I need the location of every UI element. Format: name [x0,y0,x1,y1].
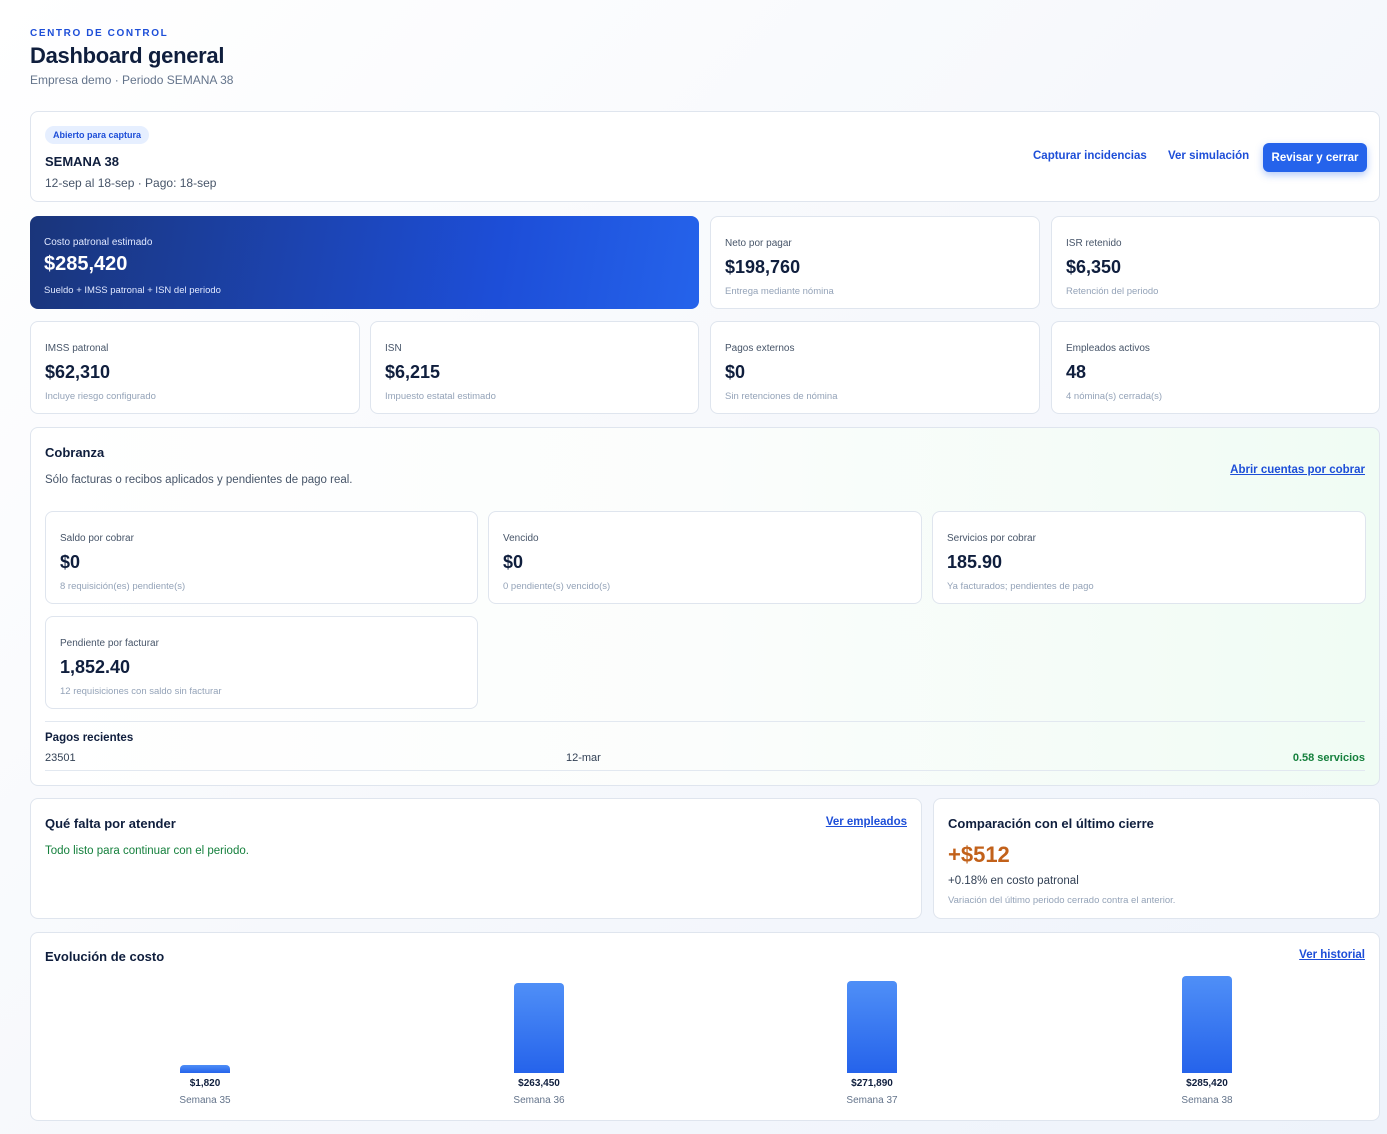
kpi-isr-retenido: ISR retenido $6,350 Retención del period… [1051,216,1380,309]
kpi-value: 185.90 [947,552,1003,572]
kpi-label: Pagos externos [725,343,795,354]
kpi-hint: 8 requisición(es) pendiente(s) [60,581,186,592]
open-receivables-link[interactable]: Abrir cuentas por cobrar [1230,464,1365,476]
capture-incidents-button[interactable]: Capturar incidencias [1033,150,1147,162]
comparison-panel: Comparación con el último cierre +$512 +… [933,798,1380,919]
kpi-costo-patronal: Costo patronal estimado $285,420 Sueldo … [30,216,699,309]
comparison-delta: +$512 [948,842,1010,867]
chart-bar [847,981,897,1073]
kpi-value: 48 [1066,362,1087,382]
kpi-label: ISR retenido [1066,238,1122,249]
chart-data-label: $271,890 [851,1078,893,1089]
kpi-label: ISN [385,343,402,354]
comparison-title: Comparación con el último cierre [948,816,1154,831]
chart-data-label: $1,820 [189,1078,221,1089]
kpi-hint: Incluye riesgo configurado [45,391,156,402]
cobranza-pendiente-card: Pendiente por facturar 1,852.40 12 requi… [45,616,478,709]
page-eyebrow: CENTRO DE CONTROL [30,28,169,39]
chart-data-label: $263,450 [518,1078,560,1089]
kpi-label: IMSS patronal [45,343,109,354]
recent-payments-title: Pagos recientes [45,732,134,744]
cost-evolution-title: Evolución de costo [45,949,165,964]
page-subtitle: Empresa demo · Periodo SEMANA 38 [30,73,234,87]
pending-panel: Qué falta por atender Ver empleados Todo… [30,798,922,919]
kpi-hint: Entrega mediante nómina [725,286,834,297]
review-close-button[interactable]: Revisar y cerrar [1263,143,1367,172]
pending-status: Todo listo para continuar con el periodo… [45,845,249,857]
period-card: Abierto para captura SEMANA 38 12-sep al… [30,111,1380,202]
kpi-hint: 0 pendiente(s) vencido(s) [503,581,611,592]
period-name: SEMANA 38 [45,154,119,169]
kpi-value: $198,760 [725,257,801,277]
cobranza-servicios-card: Servicios por cobrar 185.90 Ya facturado… [932,511,1366,604]
kpi-hint: 4 nómina(s) cerrada(s) [1066,391,1163,402]
kpi-value: $0 [503,552,524,572]
kpi-value: $6,215 [385,362,441,382]
kpi-hint: Retención del periodo [1066,286,1159,297]
kpi-label: Saldo por cobrar [60,533,134,544]
kpi-neto-por-pagar: Neto por pagar $198,760 Entrega mediante… [710,216,1040,309]
kpi-hint: Ya facturados; pendientes de pago [947,581,1094,592]
view-history-link[interactable]: Ver historial [1299,949,1365,961]
divider [45,721,1365,722]
kpi-isn: ISN $6,215 Impuesto estatal estimado [370,321,699,414]
page-title: Dashboard general [30,43,225,68]
chart-category-label: Semana 35 [179,1095,231,1106]
kpi-label: Neto por pagar [725,238,792,249]
kpi-label: Vencido [503,533,539,544]
cobranza-description: Sólo facturas o recibos aplicados y pend… [45,474,353,486]
cobranza-saldo-card: Saldo por cobrar $0 8 requisición(es) pe… [45,511,478,604]
chart-bar [180,1065,230,1073]
comparison-percent: +0.18% en costo patronal [948,875,1079,887]
cobranza-vencido-card: Vencido $0 0 pendiente(s) vencido(s) [488,511,922,604]
kpi-hint: Impuesto estatal estimado [385,391,496,402]
period-range: 12-sep al 18-sep · Pago: 18-sep [45,176,217,190]
kpi-label: Servicios por cobrar [947,533,1036,544]
chart-category-label: Semana 36 [513,1095,565,1106]
cobranza-title: Cobranza [45,445,105,460]
kpi-value: $285,420 [44,253,128,275]
status-badge: Abierto para captura [45,126,150,144]
kpi-hint: 12 requisiciones con saldo sin facturar [60,686,222,697]
cost-evolution-panel: Evolución de costo Ver historial $1,820 S… [30,932,1380,1121]
divider [45,770,1365,771]
chart-bar [1182,976,1232,1073]
view-employees-link[interactable]: Ver empleados [825,816,907,828]
kpi-imss-patronal: IMSS patronal $62,310 Incluye riesgo con… [30,321,360,414]
pending-title: Qué falta por atender [45,816,176,831]
kpi-value: $0 [725,362,746,382]
chart-bar [514,983,564,1073]
view-simulation-button[interactable]: Ver simulación [1168,150,1250,162]
comparison-note: Variación del último periodo cerrado con… [948,895,1176,906]
kpi-value: $6,350 [1066,257,1122,277]
kpi-label: Empleados activos [1066,343,1150,354]
kpi-empleados-activos: Empleados activos 48 4 nómina(s) cerrada… [1051,321,1380,414]
kpi-pagos-externos: Pagos externos $0 Sin retenciones de nóm… [710,321,1040,414]
kpi-label: Pendiente por facturar [60,638,159,649]
kpi-hint: Sueldo + IMSS patronal + ISN del periodo [44,285,221,296]
cobranza-panel: Cobranza Sólo facturas o recibos aplicad… [30,427,1380,786]
kpi-label: Costo patronal estimado [44,237,153,248]
chart-data-label: $285,420 [1186,1078,1228,1089]
payment-amount: 0.58 servicios [1292,752,1365,764]
payment-date: 12-mar [566,752,601,764]
payment-id: 23501 [45,752,76,764]
kpi-hint: Sin retenciones de nómina [725,391,838,402]
kpi-value: 1,852.40 [60,657,131,677]
chart-category-label: Semana 37 [846,1095,898,1106]
kpi-value: $62,310 [45,362,111,382]
chart-category-label: Semana 38 [1181,1095,1233,1106]
kpi-value: $0 [60,552,81,572]
